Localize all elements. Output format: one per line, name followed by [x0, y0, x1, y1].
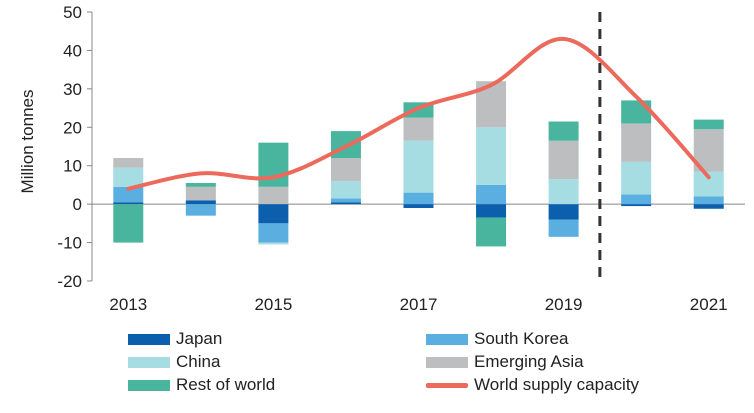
bar-china-2018 [476, 127, 507, 185]
legend-swatch-emerging-asia [426, 356, 468, 368]
bar-china-2013 [113, 167, 144, 187]
bar-rest-of-world-2013 [113, 204, 144, 243]
bar-japan-2015 [258, 204, 289, 224]
x-tick-label-2013: 2013 [109, 295, 147, 314]
y-tick-label: 50 [63, 3, 82, 22]
bar-china-2016 [330, 181, 361, 199]
legend-label-china: China [176, 352, 221, 371]
bar-south-korea-2017 [403, 192, 434, 205]
bar-emerging-asia-2016 [330, 158, 361, 182]
bar-south-korea-2018 [476, 184, 507, 205]
legend-label-rest-of-world: Rest of world [176, 375, 276, 394]
bar-south-korea-2016 [330, 198, 361, 203]
line-world-supply-capacity [126, 36, 711, 191]
legend-item-south-korea: South Korea [426, 328, 569, 350]
legend-item-rest-of-world: Rest of world [128, 374, 275, 396]
y-tick-label: 20 [63, 118, 82, 137]
legend: Japan China Rest of world South Korea Em… [128, 328, 728, 408]
bar-japan-2020 [621, 204, 652, 207]
legend-line-world-supply-capacity [426, 382, 468, 388]
bar-rest-of-world-2020 [621, 100, 652, 124]
line-layer [126, 36, 711, 191]
legend-label-emerging-asia: Emerging Asia [474, 352, 584, 371]
legend-item-world-supply-capacity: World supply capacity [426, 374, 639, 396]
labels: -20 -10 0 10 20 30 40 50 Million tonnes 2013 2015 2… [18, 3, 728, 314]
y-axis-label: Million tonnes [18, 90, 37, 194]
legend-swatch-japan [128, 333, 170, 345]
bar-japan-2018 [476, 204, 507, 218]
y-tick-label: 30 [63, 80, 82, 99]
y-tick-label: 40 [63, 41, 82, 60]
legend-item-emerging-asia: Emerging Asia [426, 351, 584, 373]
bar-south-korea-2020 [621, 194, 652, 205]
bar-rest-of-world-2019 [548, 121, 579, 141]
bar-emerging-asia-2015 [258, 186, 289, 205]
y-tick-label: -20 [57, 272, 82, 291]
bar-south-korea-2021 [693, 196, 724, 205]
bar-rest-of-world-2018 [476, 217, 507, 247]
bar-japan-2021 [693, 204, 724, 209]
bar-japan-2016 [330, 202, 361, 205]
bar-china-2017 [403, 140, 434, 193]
legend-swatch-china [128, 356, 170, 368]
bar-emerging-asia-2020 [621, 123, 652, 162]
x-tick-label-2019: 2019 [545, 295, 583, 314]
bar-south-korea-2015 [258, 223, 289, 243]
bar-emerging-asia-2014 [185, 186, 216, 201]
bar-japan-2019 [548, 204, 579, 220]
y-tick-label: -10 [57, 234, 82, 253]
bar-japan-2017 [403, 204, 434, 208]
y-tick-label: 0 [73, 195, 82, 214]
bar-rest-of-world-2014 [185, 183, 216, 187]
legend-swatch-rest-of-world [128, 379, 170, 391]
bar-emerging-asia-2017 [403, 117, 434, 141]
bar-japan-2013 [113, 202, 144, 205]
legend-label-japan: Japan [176, 329, 223, 348]
bar-emerging-asia-2013 [113, 158, 144, 168]
bar-south-korea-2019 [548, 219, 579, 237]
bar-south-korea-2014 [185, 204, 216, 216]
x-tick-label-2021: 2021 [690, 295, 728, 314]
bar-japan-2014 [185, 200, 216, 205]
legend-label-world-supply-capacity: World supply capacity [474, 375, 640, 394]
bars [113, 81, 724, 247]
bar-china-2020 [621, 161, 652, 195]
bar-rest-of-world-2021 [693, 119, 724, 130]
legend-item-japan: Japan [128, 328, 222, 350]
x-tick-label-2015: 2015 [254, 295, 292, 314]
x-tick-label-2017: 2017 [400, 295, 438, 314]
y-tick-label: 10 [63, 157, 82, 176]
legend-swatch-south-korea [426, 333, 468, 345]
chart-svg: -20 -10 0 10 20 30 40 50 Million tonnes 2013 2015 2… [18, 3, 745, 314]
bar-south-korea-2013 [113, 186, 144, 203]
legend-label-south-korea: South Korea [474, 329, 569, 348]
bar-emerging-asia-2019 [548, 140, 579, 180]
legend-item-china: China [128, 351, 220, 373]
bar-china-2015 [258, 242, 289, 245]
bar-china-2019 [548, 179, 579, 205]
